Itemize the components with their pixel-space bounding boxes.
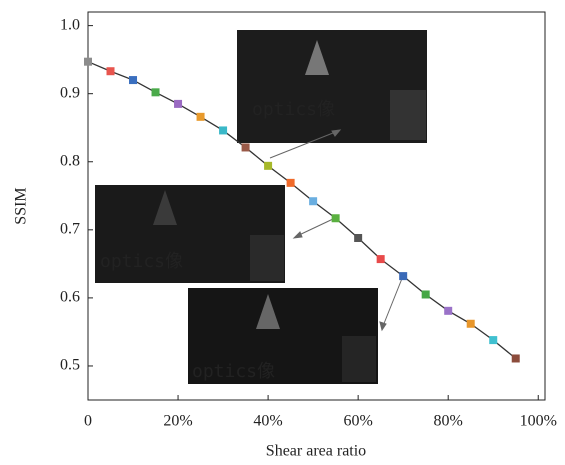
y-tick-label: 0.9 — [60, 84, 80, 101]
marker — [264, 161, 273, 170]
marker — [309, 197, 318, 206]
inset-checker — [390, 90, 426, 140]
inset-tree — [305, 40, 329, 75]
x-tick-label: 60% — [343, 413, 372, 430]
marker — [354, 233, 363, 242]
marker — [511, 354, 520, 363]
inset-tree — [256, 294, 280, 329]
x-tick-label: 80% — [434, 413, 463, 430]
marker — [219, 126, 228, 135]
marker — [151, 88, 160, 97]
x-tick-label: 0 — [84, 413, 92, 430]
y-tick-label: 0.8 — [60, 152, 80, 169]
x-tick-label: 20% — [163, 413, 192, 430]
inset-tree — [153, 190, 177, 225]
arrow — [296, 218, 334, 237]
marker — [489, 336, 498, 345]
marker — [466, 319, 475, 328]
x-tick-label: 100% — [520, 413, 557, 430]
marker — [106, 67, 115, 76]
marker — [84, 57, 92, 66]
inset-label: optics像 — [192, 361, 275, 382]
marker — [376, 255, 385, 264]
inset-images — [95, 30, 427, 384]
y-axis-label: SSIM — [13, 187, 30, 224]
x-axis-label: Shear area ratio — [266, 443, 366, 460]
inset-label: optics像 — [100, 251, 183, 272]
arrows — [269, 129, 404, 332]
marker — [331, 214, 340, 223]
marker — [241, 143, 250, 152]
arrow-head — [331, 129, 342, 137]
arrow — [382, 275, 404, 327]
marker — [129, 76, 138, 85]
marker — [444, 306, 453, 315]
y-tick-label: 0.5 — [60, 357, 80, 374]
x-tick-label: 40% — [253, 413, 282, 430]
inset-checker — [250, 235, 284, 281]
y-tick-label: 0.7 — [60, 220, 80, 237]
marker — [421, 290, 430, 299]
marker — [399, 272, 408, 281]
arrow — [269, 130, 339, 159]
plot-frame — [87, 11, 546, 401]
arrow-head — [292, 231, 303, 239]
marker — [286, 178, 295, 187]
marker — [196, 112, 205, 121]
y-tick-label: 0.6 — [60, 289, 80, 306]
inset-label: optics像 — [252, 99, 335, 120]
inset-checker — [342, 336, 376, 382]
arrow-head — [379, 321, 387, 332]
y-tick-label: 1.0 — [60, 16, 80, 33]
marker — [174, 99, 183, 108]
